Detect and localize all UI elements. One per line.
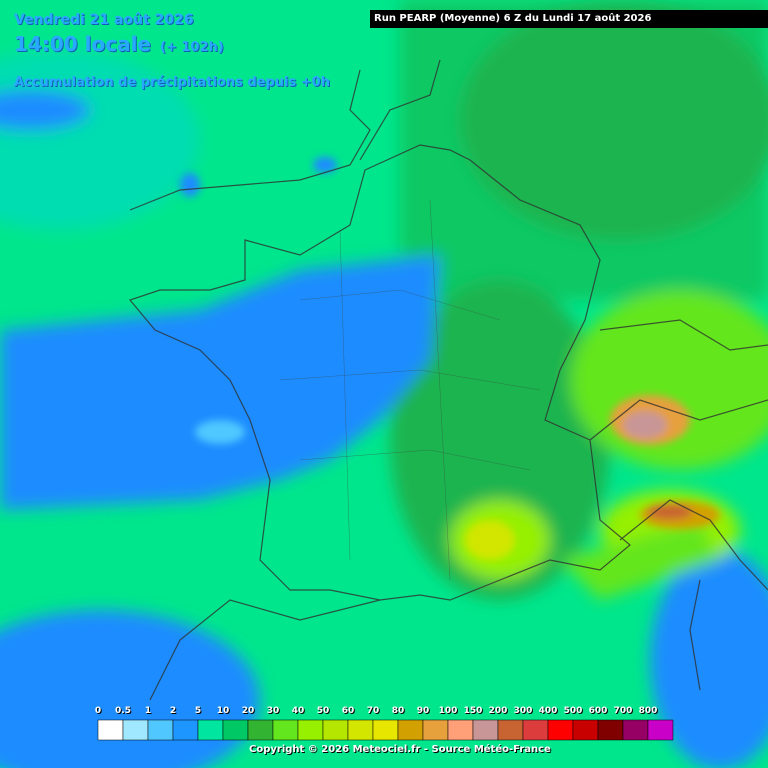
legend-label: 100	[438, 706, 458, 716]
legend-swatch	[497, 719, 524, 741]
local-time: 14:00 locale	[14, 32, 151, 56]
legend-swatch	[472, 719, 499, 741]
legend-label: 400	[538, 706, 558, 716]
legend-label: 500	[563, 706, 583, 716]
legend-label: 0.5	[115, 706, 131, 716]
copyright: Copyright © 2026 Meteociel.fr - Source M…	[249, 744, 551, 755]
legend-swatch	[297, 719, 324, 741]
legend-label: 80	[391, 706, 405, 716]
legend-swatch	[222, 719, 249, 741]
legend-label: 40	[291, 706, 305, 716]
legend-label: 700	[613, 706, 633, 716]
legend-label: 150	[463, 706, 483, 716]
legend-swatch	[272, 719, 299, 741]
legend-swatch	[372, 719, 399, 741]
legend-bar	[97, 719, 674, 741]
lead-time: (+ 102h)	[160, 40, 224, 55]
legend-label: 50	[316, 706, 330, 716]
legend-swatch	[647, 719, 674, 741]
legend-label: 60	[341, 706, 355, 716]
legend-label: 800	[638, 706, 658, 716]
legend-swatch	[247, 719, 274, 741]
product-title: Accumulation de précipitations depuis +0…	[14, 75, 330, 90]
forecast-date: Vendredi 21 août 2026	[14, 12, 194, 28]
legend-label: 90	[416, 706, 430, 716]
legend-swatch	[522, 719, 549, 741]
legend-label: 600	[588, 706, 608, 716]
legend-swatch	[447, 719, 474, 741]
legend-label: 200	[488, 706, 508, 716]
legend-swatch	[422, 719, 449, 741]
legend-swatch	[597, 719, 624, 741]
legend-swatch	[347, 719, 374, 741]
legend-swatch	[172, 719, 199, 741]
legend-label: 30	[266, 706, 280, 716]
legend-label: 0	[94, 706, 102, 716]
legend-label: 70	[366, 706, 380, 716]
legend-label: 300	[513, 706, 533, 716]
legend-swatch	[547, 719, 574, 741]
legend-swatch	[322, 719, 349, 741]
legend-label: 20	[241, 706, 255, 716]
run-info: Run PEARP (Moyenne) 6 Z du Lundi 17 août…	[370, 10, 768, 28]
legend-swatch	[122, 719, 149, 741]
legend-label: 2	[169, 706, 177, 716]
legend-swatch	[622, 719, 649, 741]
legend-label: 1	[144, 706, 152, 716]
legend-label: 5	[194, 706, 202, 716]
legend-swatch	[572, 719, 599, 741]
legend-swatch	[197, 719, 224, 741]
legend-swatch	[97, 719, 124, 741]
legend-label: 10	[216, 706, 230, 716]
legend-swatch	[397, 719, 424, 741]
legend-swatch	[147, 719, 174, 741]
